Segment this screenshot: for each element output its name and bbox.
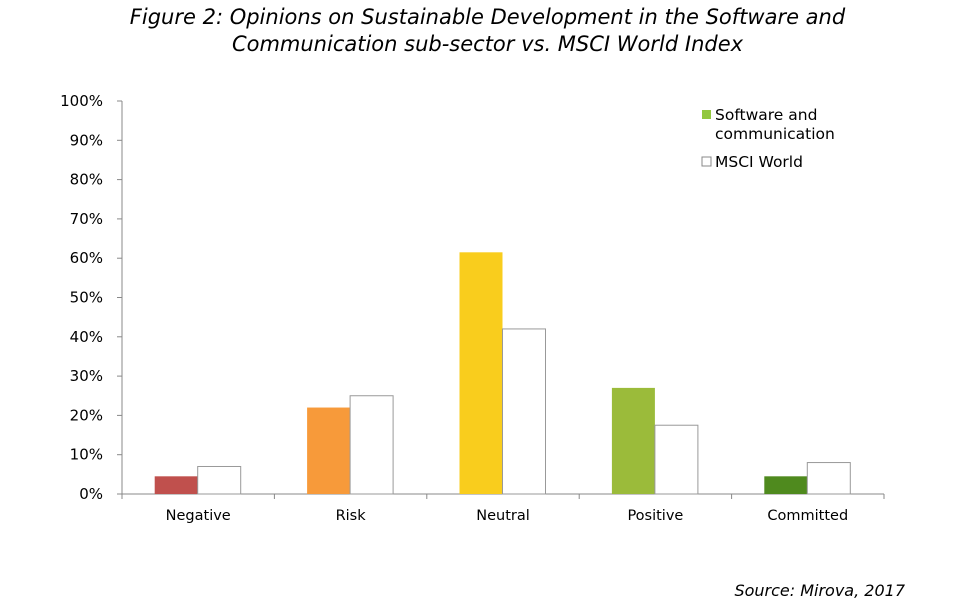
y-tick-label: 80% <box>70 171 103 189</box>
bar <box>764 476 808 494</box>
title-line-1: Figure 2: Opinions on Sustainable Develo… <box>129 5 846 29</box>
x-tick-label: Negative <box>166 508 231 524</box>
y-tick-label: 0% <box>79 485 103 503</box>
y-tick-label: 60% <box>70 249 103 267</box>
bar <box>154 476 198 494</box>
bar <box>307 407 351 494</box>
chart-title: Figure 2: Opinions on Sustainable Develo… <box>0 4 975 58</box>
y-tick-label: 100% <box>60 92 103 110</box>
x-tick-label: Risk <box>336 508 367 524</box>
y-tick-label: 10% <box>70 446 103 464</box>
y-tick-label: 50% <box>70 289 103 307</box>
bar <box>611 387 655 494</box>
bar <box>459 252 503 494</box>
x-tick-label: Positive <box>627 508 683 524</box>
y-tick-label: 70% <box>70 210 103 228</box>
y-tick-label: 90% <box>70 131 103 149</box>
title-line-2: Communication sub-sector vs. MSCI World … <box>231 32 744 56</box>
bar <box>502 328 546 495</box>
y-tick-label: 20% <box>70 406 103 424</box>
source-note: Source: Mirova, 2017 <box>734 581 905 600</box>
legend-label: communication <box>715 125 835 143</box>
y-tick-label: 40% <box>70 328 103 346</box>
bar <box>806 462 851 495</box>
x-tick-label: Committed <box>767 508 848 524</box>
bar <box>197 465 242 495</box>
y-tick-label: 30% <box>70 367 103 385</box>
legend-swatch <box>702 110 711 119</box>
bar <box>654 424 699 495</box>
legend-swatch <box>701 156 712 167</box>
legend-label: MSCI World <box>715 153 803 171</box>
legend-label: Software and <box>715 106 817 124</box>
x-tick-label: Neutral <box>476 508 530 524</box>
bar <box>349 395 394 495</box>
